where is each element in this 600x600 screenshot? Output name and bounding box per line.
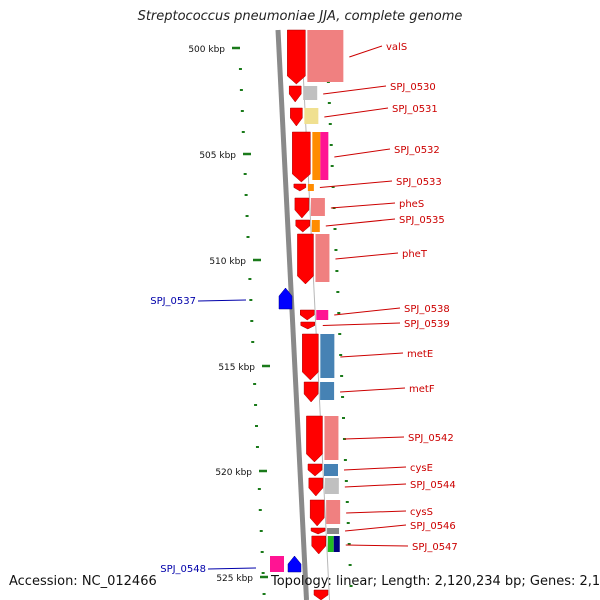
backbone-guide <box>300 29 330 600</box>
SPJ_0535-label: SPJ_0535 <box>399 215 445 226</box>
scale-tick-label: 520 kbp <box>215 468 252 478</box>
SPJ_0548-leader-line <box>207 567 257 570</box>
SPJ_0538-gene-arrow <box>300 309 315 321</box>
SPJ_0535-gene-arrow <box>295 219 311 233</box>
cysS-leader-line <box>346 510 407 514</box>
SPJ_0532-label: SPJ_0532 <box>394 145 440 156</box>
SPJ_0531-label: SPJ_0531 <box>392 104 438 115</box>
scale-tick-label: 500 kbp <box>188 45 225 55</box>
SPJ_0531-leader-line <box>324 107 389 118</box>
SPJ_0546-feature-block <box>327 528 340 534</box>
SPJ_0547-label: SPJ_0547 <box>412 542 458 553</box>
pheT-leader-line <box>335 252 399 260</box>
SPJ_0542-feature-block <box>324 416 339 460</box>
SPJ_0533-label: SPJ_0533 <box>396 177 442 188</box>
SPJ_0537-leader-line <box>197 299 247 302</box>
SPJ_0547-leader-line <box>345 544 409 547</box>
scale-tick-label: 505 kbp <box>199 151 236 161</box>
SPJ_0544-leader-line <box>344 483 407 488</box>
SPJ_0542-label: SPJ_0542 <box>408 433 454 444</box>
SPJ_0538-feature-block <box>316 310 329 320</box>
SPJ_0532-leader-line <box>334 148 391 158</box>
valS-feature-block <box>307 30 344 82</box>
SPJ_0533-gene-arrow <box>293 183 307 192</box>
SPJ_0544-label: SPJ_0544 <box>410 480 456 491</box>
cysE-leader-line <box>343 466 407 471</box>
genome-title: Streptococcus pneumoniae JJA, complete g… <box>137 9 463 24</box>
SPJ_0546-leader-line <box>345 524 407 532</box>
cysE-gene-arrow <box>307 463 323 477</box>
scale-tick-label: 515 kbp <box>218 363 255 373</box>
metF-gene-arrow <box>303 381 319 403</box>
SPJ_0533-leader-line <box>319 180 393 188</box>
offscreen-gene-arrow <box>313 589 329 600</box>
SPJ_0535-feature-block <box>311 220 320 232</box>
SPJ_0547-feature-block <box>327 536 334 552</box>
pheS-gene-arrow <box>294 197 310 219</box>
SPJ_0532-feature-block <box>320 132 329 180</box>
genome-backbone <box>275 29 330 600</box>
metE-leader-line <box>340 352 404 358</box>
valS-gene-arrow <box>287 29 306 85</box>
SPJ_0531-feature-block <box>304 108 319 124</box>
metE-feature-block <box>320 334 335 378</box>
cysE-feature-block <box>324 464 338 476</box>
SPJ_0546-label: SPJ_0546 <box>410 521 456 532</box>
SPJ_0530-feature-block <box>303 86 318 100</box>
SPJ_0535-leader-line <box>325 218 396 227</box>
metF-feature-block <box>320 382 335 400</box>
accession-text: Accession: NC_012466 <box>9 574 157 589</box>
pheT-feature-block <box>315 234 330 282</box>
SPJ_0547-feature-block <box>333 536 340 552</box>
SPJ_0530-leader-line <box>323 85 387 95</box>
SPJ_0548-gene-arrow <box>287 555 302 573</box>
scale-ticks: 500 kbp 505 kbp 510 kbp 515 kbp 520 kbp 525 k… <box>188 39 353 595</box>
topology-text: Topology: linear; Length: 2,120,234 bp; … <box>271 574 600 589</box>
pheT-gene-arrow <box>297 233 314 285</box>
SPJ_0544-gene-arrow <box>308 477 324 497</box>
SPJ_0533-feature-block <box>307 184 314 191</box>
SPJ_0530-label: SPJ_0530 <box>390 82 436 93</box>
valS-label: valS <box>386 42 407 53</box>
SPJ_0539-leader-line <box>322 322 401 326</box>
SPJ_0537-label: SPJ_0537 <box>150 296 196 307</box>
cysE-label: cysE <box>410 463 433 474</box>
scale-tick-label: 525 kbp <box>216 574 253 584</box>
pheS-feature-block <box>310 198 325 216</box>
metE-gene-arrow <box>302 333 319 381</box>
SPJ_0530-gene-arrow <box>288 85 302 103</box>
metF-label: metF <box>409 384 435 395</box>
pheS-label: pheS <box>399 199 424 210</box>
metE-label: metE <box>407 349 433 360</box>
SPJ_0532-feature-block <box>312 132 321 180</box>
pheT-label: pheT <box>402 249 428 260</box>
backbone-line <box>275 29 309 600</box>
cysS-feature-block <box>326 500 341 524</box>
SPJ_0538-leader-line <box>334 307 401 316</box>
metF-leader-line <box>340 387 406 393</box>
cysS-label: cysS <box>410 507 433 518</box>
SPJ_0544-feature-block <box>324 478 339 494</box>
SPJ_0532-gene-arrow <box>292 131 311 183</box>
SPJ_0531-gene-arrow <box>290 107 303 127</box>
SPJ_0547-gene-arrow <box>311 535 326 555</box>
gene-arrows <box>270 29 344 600</box>
SPJ_0548-label: SPJ_0548 <box>160 564 206 575</box>
SPJ_0542-leader-line <box>344 436 405 440</box>
SPJ_0546-gene-arrow <box>310 527 326 535</box>
pheS-leader-line <box>330 202 396 209</box>
SPJ_0538-label: SPJ_0538 <box>404 304 450 315</box>
SPJ_0539-label: SPJ_0539 <box>404 319 450 330</box>
gene-labels: valS SPJ_0530 SPJ_0531 SPJ_0532 SPJ_0533 pheS… <box>150 42 458 575</box>
cysS-gene-arrow <box>309 499 325 527</box>
pink-feature-block <box>270 556 284 572</box>
SPJ_0537-gene-arrow <box>278 287 293 310</box>
SPJ_0539-gene-arrow <box>300 321 316 330</box>
scale-tick-label: 510 kbp <box>209 257 246 267</box>
valS-leader-line <box>349 45 383 58</box>
SPJ_0542-gene-arrow <box>306 415 323 463</box>
